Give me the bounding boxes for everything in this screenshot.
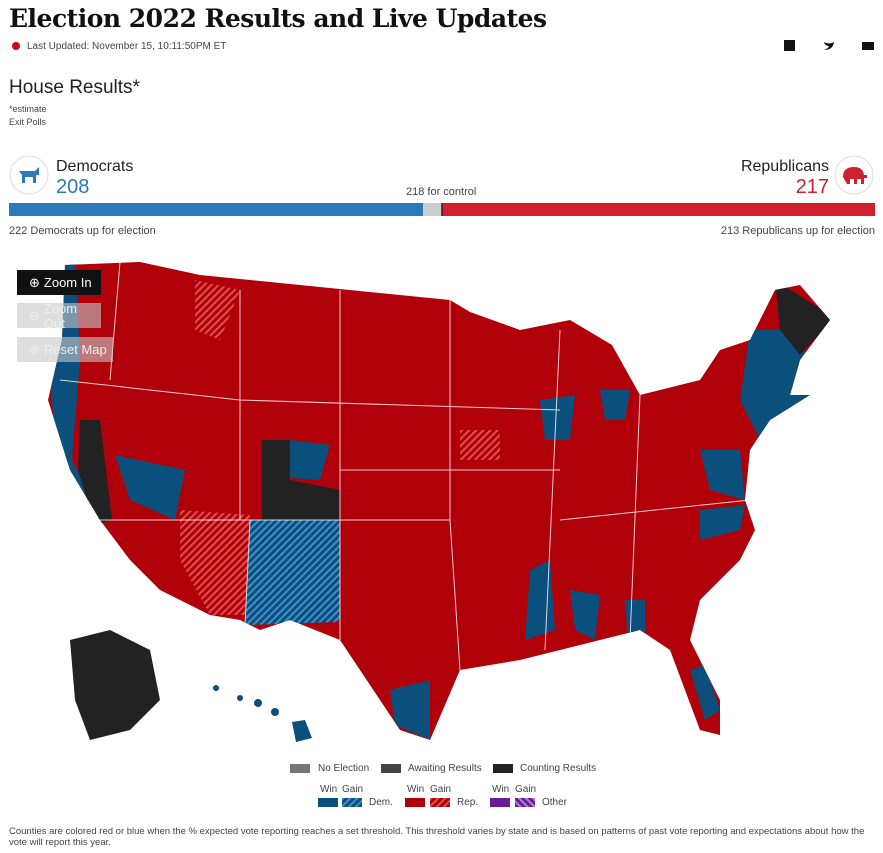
undecided-bar	[423, 203, 442, 216]
rep-seats: 217	[795, 176, 829, 198]
dem-seats: 208	[56, 176, 90, 198]
button-label: Reset Map	[43, 342, 107, 357]
swatch	[381, 764, 401, 773]
legend-win: Win	[492, 784, 510, 795]
page-title: Election 2022 Results and Live Updates	[9, 4, 547, 33]
swatch	[342, 798, 362, 807]
twitter-icon[interactable]	[824, 42, 834, 50]
alaska	[70, 630, 160, 740]
dem-bar	[9, 203, 423, 216]
rep-bar	[442, 203, 875, 216]
legend-gain: Gain	[515, 784, 537, 795]
footnote: Counties are colored red or blue when th…	[9, 826, 865, 848]
rep-name: Republicans	[740, 158, 829, 175]
us-map	[48, 262, 830, 742]
legend-gain: Gain	[430, 784, 452, 795]
control-label: 218 for control	[406, 186, 477, 198]
dem-name: Democrats	[56, 158, 134, 175]
swatch	[490, 798, 510, 807]
seat-bar	[9, 203, 875, 216]
swatch	[318, 798, 338, 807]
swatch	[430, 798, 450, 807]
states	[48, 262, 830, 740]
reset-map-button[interactable]: ⊗ Reset Map	[17, 337, 113, 362]
legend-party: Rep.	[457, 797, 479, 808]
mail-icon[interactable]	[862, 42, 874, 50]
button-label: Zoom Out	[43, 300, 78, 331]
legend-gain: Gain	[342, 784, 364, 795]
section-title: House Results*	[9, 77, 140, 98]
button-label: Zoom In	[43, 275, 92, 290]
note: *estimate	[9, 104, 47, 114]
swatch	[290, 764, 310, 773]
facebook-icon[interactable]	[784, 40, 795, 51]
rep-up: 213 Republicans up for election	[720, 225, 875, 237]
legend-win: Win	[320, 784, 338, 795]
last-updated: Last Updated: November 15, 10:11:50PM ET	[27, 41, 227, 52]
legend-win: Win	[407, 784, 425, 795]
swatch	[515, 798, 535, 807]
legend-label: Awaiting Results	[408, 763, 482, 774]
swatch	[405, 798, 425, 807]
legend-label: No Election	[318, 763, 370, 774]
live-dot	[12, 42, 20, 50]
swatch	[493, 764, 513, 773]
dem-icon	[9, 155, 49, 195]
zoom-in-button[interactable]: ⊕ Zoom In	[17, 270, 101, 295]
note: Exit Polls	[9, 117, 47, 127]
dem-up: 222 Democrats up for election	[9, 225, 156, 237]
legend-party: Dem.	[369, 797, 393, 808]
rep-icon	[834, 155, 874, 195]
zoom-out-button[interactable]: ⊖ Zoom Out	[17, 300, 101, 331]
share-icons	[784, 40, 874, 51]
hawaii	[213, 685, 312, 742]
legend-label: Counting Results	[520, 763, 597, 774]
legend-party: Other	[542, 797, 568, 808]
